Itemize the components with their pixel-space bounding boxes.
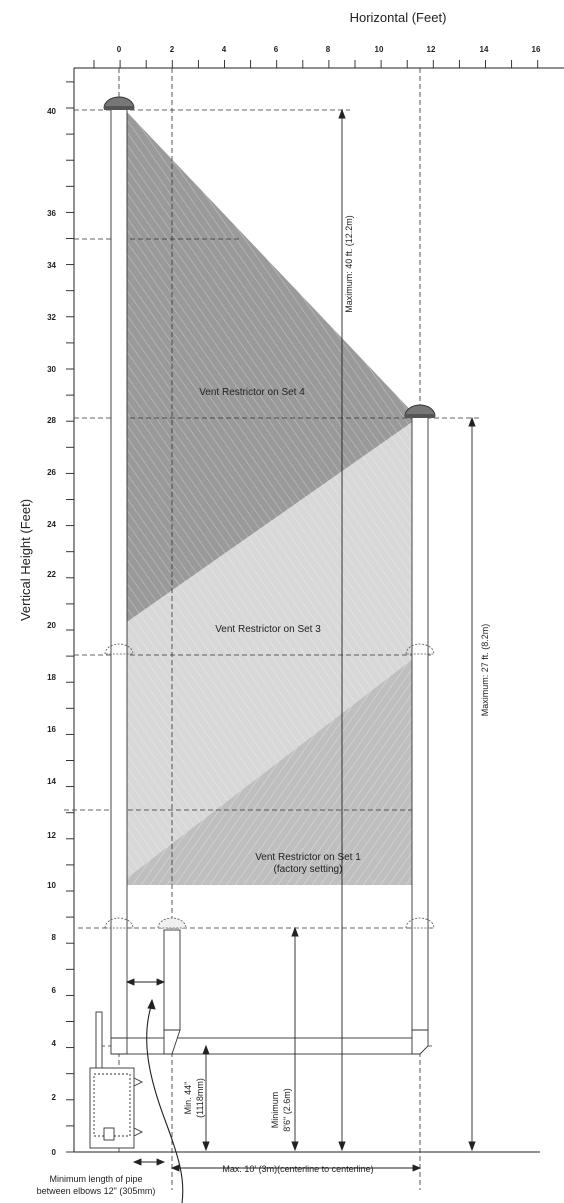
vent-cap-ghost-8-mid xyxy=(157,917,187,929)
y-tick-label: 40 xyxy=(47,107,56,116)
vent-cap-40 xyxy=(103,96,135,109)
label-max-10: Max. 10' (3m)(centerline to centerline) xyxy=(222,1164,373,1174)
elbow-mid xyxy=(163,1029,181,1055)
arrow-head xyxy=(338,108,346,119)
label-set3: Vent Restrictor on Set 3 xyxy=(215,624,321,635)
y-tick-label: 4 xyxy=(52,1039,57,1048)
arrow-head xyxy=(291,926,299,937)
appliance-control-knob xyxy=(103,1127,115,1141)
pipe-short xyxy=(163,929,181,1031)
leader-line-pipe-min xyxy=(146,1002,184,1203)
y-tick-label: 36 xyxy=(47,209,56,218)
label-min44-line1: Min. 44" xyxy=(183,1082,193,1115)
label-min44-line2: (1118mm) xyxy=(195,1078,205,1118)
label-min86-line2: 8'6" (2.6m) xyxy=(282,1088,292,1131)
region-set4-hatch xyxy=(127,112,418,622)
region-set1-hatch xyxy=(127,655,418,885)
y-tick-label: 2 xyxy=(52,1093,57,1102)
x-ticks xyxy=(93,60,539,68)
arrow-head xyxy=(125,978,135,986)
y-tick-label: 22 xyxy=(47,570,56,579)
label-set4: Vent Restrictor on Set 4 xyxy=(199,387,305,398)
appliance-vent-notch-top xyxy=(133,1077,144,1087)
label-max-27: Maximum: 27 ft. (8.2m) xyxy=(480,624,490,717)
label-pipe-line2: between elbows 12" (305mm) xyxy=(37,1186,156,1196)
appliance-stove xyxy=(89,1011,144,1149)
y-tick-label: 34 xyxy=(47,261,56,270)
x-tick-label: 16 xyxy=(532,45,541,54)
pipe-right xyxy=(411,415,429,1031)
y-ticks xyxy=(66,81,74,1153)
arrow-head xyxy=(412,1164,422,1172)
x-tick-label: 8 xyxy=(326,45,331,54)
dimension-arrows xyxy=(125,108,476,1203)
arrow-head xyxy=(202,1141,210,1152)
vent-cap-ghost-8-left xyxy=(104,917,134,929)
y-tick-label: 6 xyxy=(52,986,57,995)
y-tick-label: 32 xyxy=(47,313,56,322)
x-tick-label: 6 xyxy=(274,45,279,54)
appliance-vent-notch-bottom xyxy=(133,1127,144,1137)
y-tick-label: 18 xyxy=(47,673,56,682)
y-axis-title: Vertical Height (Feet) xyxy=(18,499,33,621)
y-tick-label: 12 xyxy=(47,831,56,840)
vent-caps xyxy=(103,96,436,929)
y-tick-label: 30 xyxy=(47,365,56,374)
pipe-tall xyxy=(110,107,128,1039)
vent-cap-ghost-19-left xyxy=(104,643,134,655)
vent-cap-27 xyxy=(404,404,436,417)
y-tick-label: 24 xyxy=(47,520,56,529)
y-tick-label: 14 xyxy=(47,777,56,786)
label-set1-line2: (factory setting) xyxy=(274,864,343,875)
x-tick-labels: 0 2 4 6 8 10 12 14 16 xyxy=(117,45,541,54)
y-tick-label: 16 xyxy=(47,725,56,734)
vent-cap-ghost-8-right xyxy=(405,917,435,929)
x-tick-label: 12 xyxy=(427,45,436,54)
x-tick-label: 0 xyxy=(117,45,122,54)
arrow-head xyxy=(338,1141,346,1152)
elbow-right xyxy=(411,1029,429,1055)
vent-pipes xyxy=(110,107,429,1055)
arrow-head xyxy=(147,998,156,1010)
label-max-40: Maximum: 40 ft. (12.2m) xyxy=(344,215,354,313)
y-tick-labels: 0 2 4 6 8 10 12 14 16 18 20 22 24 26 28 … xyxy=(47,107,56,1157)
arrow-head xyxy=(156,978,166,986)
x-tick-label: 4 xyxy=(222,45,227,54)
label-set1-line1: Vent Restrictor on Set 1 xyxy=(255,852,361,863)
y-tick-label: 8 xyxy=(52,933,57,942)
y-tick-label: 26 xyxy=(47,468,56,477)
arrow-head xyxy=(156,1158,166,1166)
arrow-head xyxy=(170,1164,180,1172)
appliance-flue-post xyxy=(95,1011,103,1075)
label-min86-line1: Minimum xyxy=(270,1092,280,1129)
x-axis-title: Horizontal (Feet) xyxy=(350,10,447,25)
arrow-head xyxy=(132,1158,142,1166)
arrow-head xyxy=(468,1141,476,1152)
x-tick-label: 10 xyxy=(375,45,384,54)
x-tick-label: 14 xyxy=(480,45,489,54)
label-pipe-line1: Minimum length of pipe xyxy=(49,1174,142,1184)
vent-cap-ghost-19-right xyxy=(405,643,435,655)
vent-cap-40-base xyxy=(104,106,134,110)
x-tick-label: 2 xyxy=(170,45,175,54)
y-tick-label: 10 xyxy=(47,881,56,890)
arrow-head xyxy=(291,1141,299,1152)
y-tick-label: 20 xyxy=(47,621,56,630)
vent-cap-27-base xyxy=(405,414,435,418)
elbow-left xyxy=(110,1037,128,1055)
y-tick-label: 28 xyxy=(47,416,56,425)
y-tick-label: 0 xyxy=(52,1148,57,1157)
region-set3-hatch xyxy=(127,418,418,878)
arrow-head xyxy=(202,1044,210,1055)
arrow-head xyxy=(468,416,476,427)
